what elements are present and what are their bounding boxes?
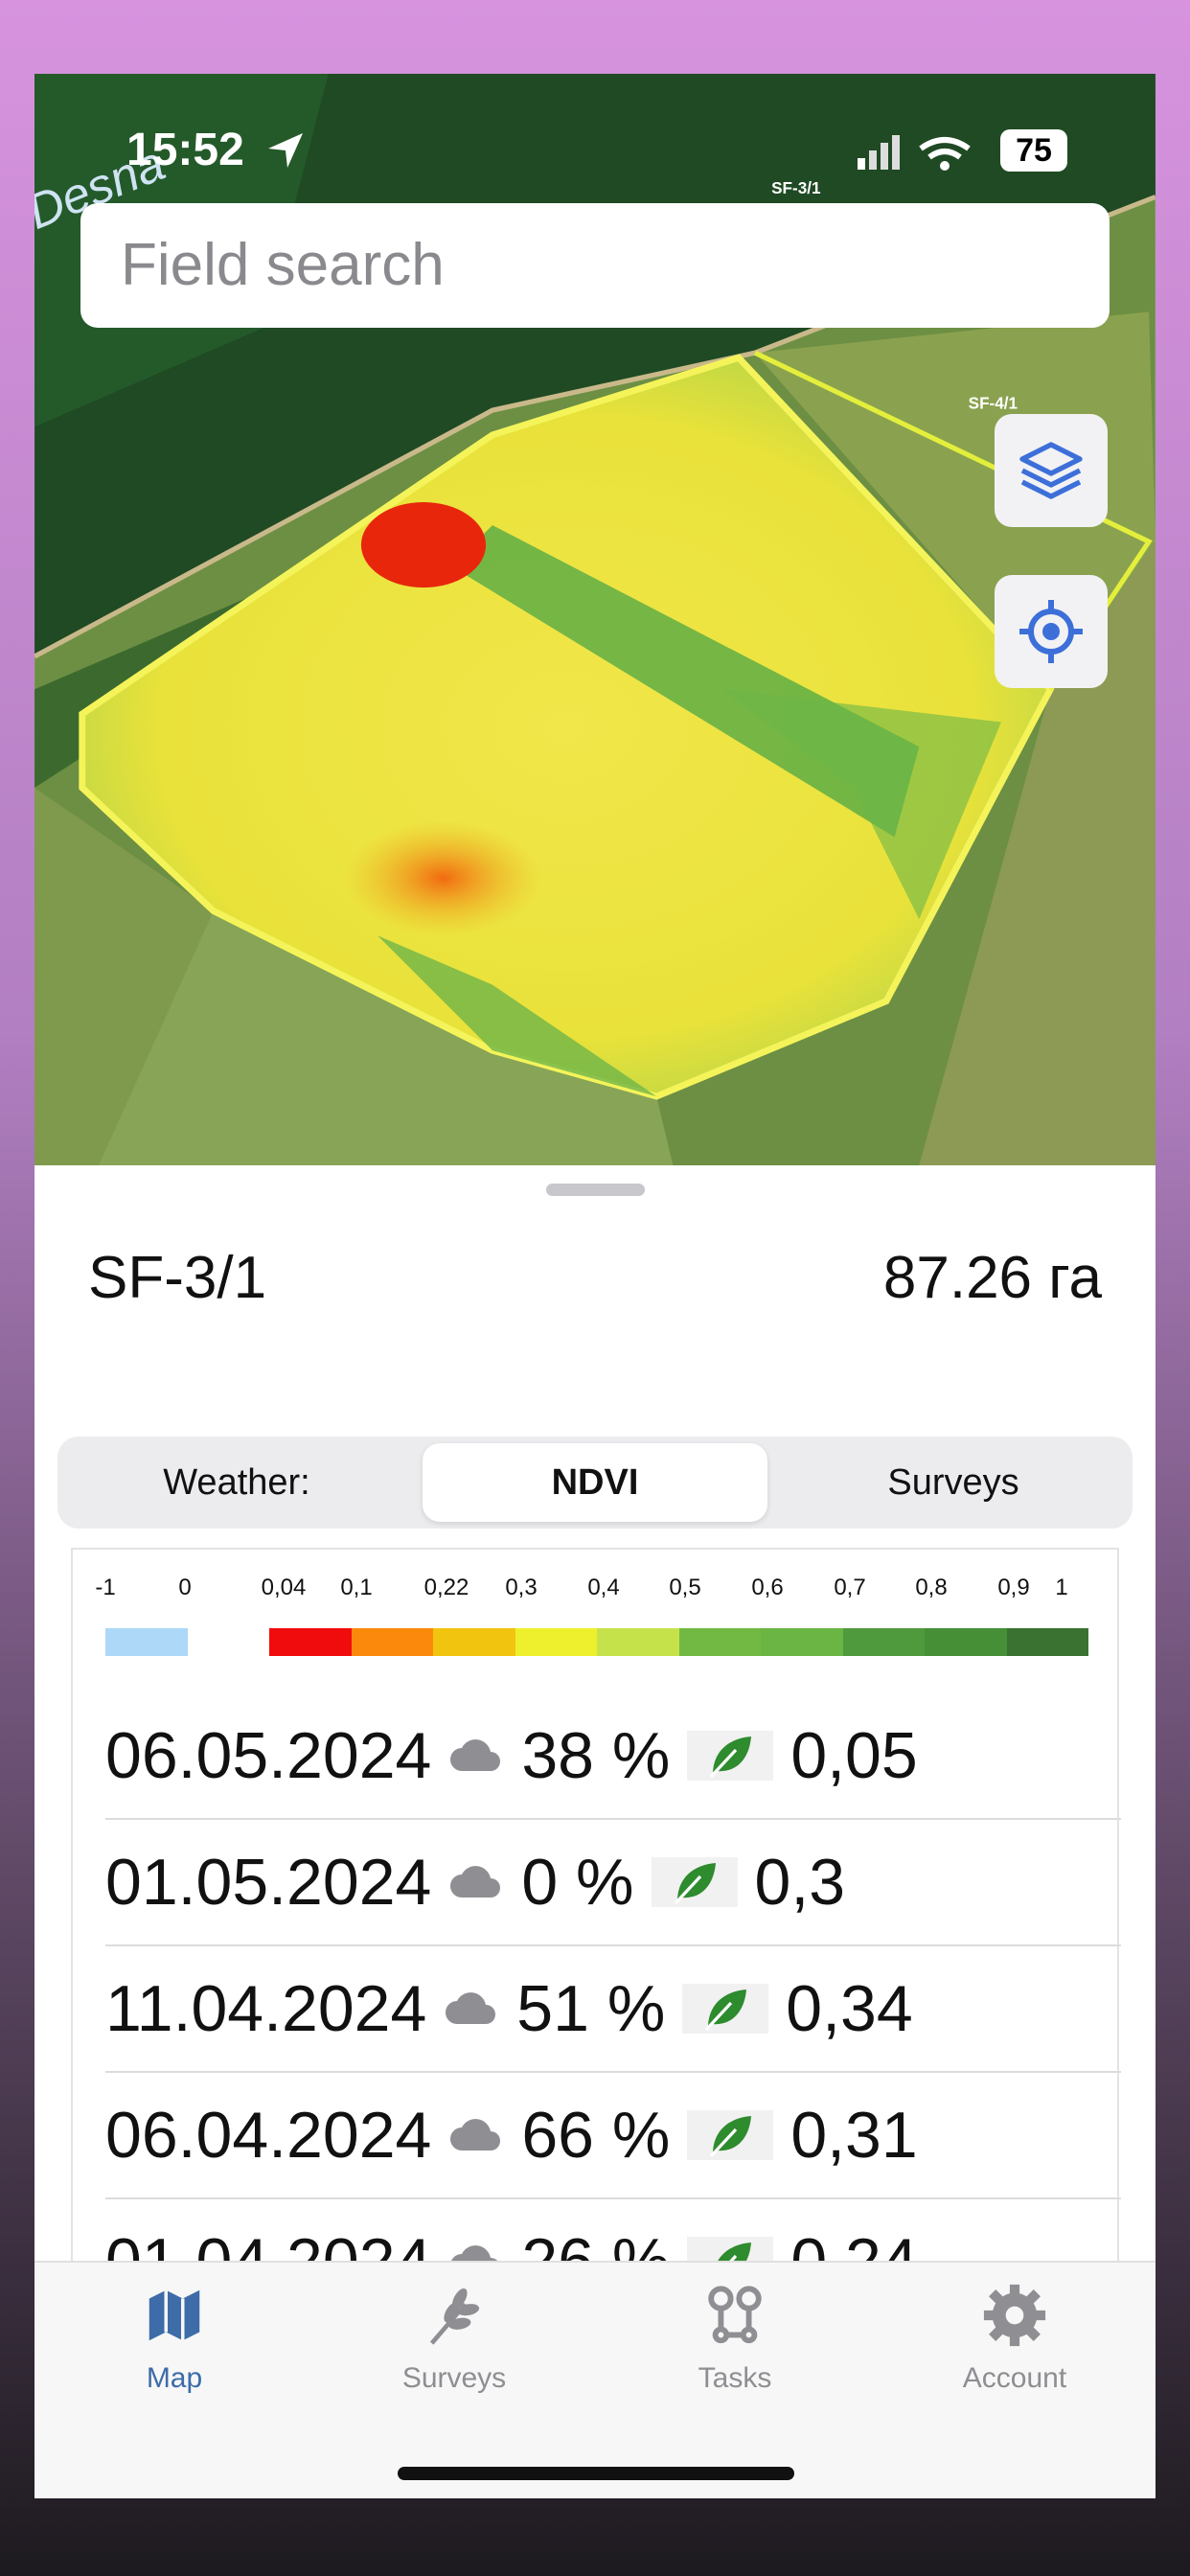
layers-icon (1019, 442, 1083, 499)
survey-date: 01.05.2024 (105, 1846, 432, 1919)
ndvi-row[interactable]: 01.05.2024 0 % 0,3 (105, 1820, 1121, 1946)
tab-bar-item[interactable]: Account (919, 2282, 1110, 2395)
legend-swatch (842, 1628, 925, 1656)
legend-label: 0 (178, 1575, 192, 1600)
legend-label: 0,5 (669, 1575, 701, 1600)
ndvi-value: 0,3 (754, 1846, 846, 1919)
field-name: SF-3/1 (88, 1245, 267, 1311)
field-map-label: SF-3/1 (771, 179, 821, 197)
legend-label: 0,8 (915, 1575, 948, 1600)
tab-icon (149, 2289, 200, 2341)
ndvi-value: 0,05 (790, 1719, 918, 1792)
status-time: 15:52 (126, 125, 244, 175)
layers-button[interactable] (995, 414, 1108, 527)
search-field[interactable]: Field search (80, 203, 1110, 328)
segmented-control: Weather: NDVI Surveys (57, 1437, 1133, 1529)
tab[interactable]: Surveys (887, 1462, 1019, 1503)
legend-swatch (433, 1628, 515, 1656)
ndvi-row[interactable]: 11.04.2024 51 % 0,34 (105, 1946, 1121, 2073)
locate-button[interactable] (995, 575, 1108, 688)
leaf-icon (674, 1863, 716, 1905)
field-area: 87.26 га (882, 1245, 1102, 1311)
legend-label: 0,04 (261, 1575, 307, 1600)
ndvi-value: 0,34 (786, 1972, 913, 2045)
cloud-icon (450, 2119, 501, 2150)
cloud-cover: 0 % (521, 1846, 634, 1919)
legend-label: 0,6 (751, 1575, 784, 1600)
tab-bar-label: Tasks (698, 2362, 772, 2394)
tab-icon (983, 2284, 1046, 2347)
tab-bar-item[interactable]: Map (79, 2282, 270, 2395)
legend-swatch (105, 1628, 188, 1656)
tab[interactable]: Weather: (163, 1462, 310, 1503)
leaf-icon (710, 1736, 752, 1779)
legend-swatch (351, 1628, 433, 1656)
legend-label: 0,4 (587, 1575, 620, 1600)
field-map-label: SF-4/1 (969, 394, 1018, 412)
cloud-cover: 66 % (521, 2099, 671, 2172)
tab-bar-item[interactable]: Surveys (358, 2282, 550, 2395)
sheet-handle[interactable] (546, 1184, 645, 1196)
ndvi-row[interactable]: 06.04.2024 66 % 0,31 (105, 2073, 1121, 2199)
tab[interactable]: NDVI (423, 1443, 767, 1522)
tab-bar-label: Map (146, 2362, 203, 2394)
legend-swatch (761, 1628, 843, 1656)
legend-swatch (269, 1628, 352, 1656)
survey-date: 06.05.2024 (105, 1719, 432, 1792)
leaf-box (687, 2110, 774, 2160)
legend-label: 0,22 (423, 1575, 469, 1600)
ndvi-value: 0,31 (790, 2099, 918, 2172)
cloud-cover: 38 % (521, 1719, 671, 1792)
tab-icon (429, 2288, 480, 2345)
tab-bar-item[interactable]: Tasks (639, 2282, 831, 2395)
tab-bar-label: Account (962, 2362, 1067, 2394)
cloud-cover: 51 % (516, 1972, 666, 2045)
tab-bar: Map Surveys Tasks Account (34, 2261, 1156, 2498)
battery: 75 (1000, 129, 1067, 172)
legend-label: 0,7 (834, 1575, 866, 1600)
leaf-icon (710, 2116, 752, 2158)
legend-label: 0,1 (340, 1575, 373, 1600)
survey-date: 11.04.2024 (105, 1972, 427, 2045)
legend-label: 0,3 (505, 1575, 538, 1600)
phone-screen: Desna SF-3/1 SF-4/1 15:52 75 Field searc… (34, 74, 1156, 2498)
legend-swatch (1006, 1628, 1088, 1656)
legend-swatch (515, 1628, 597, 1656)
locate-icon (1019, 600, 1083, 663)
legend-swatch (925, 1628, 1007, 1656)
ndvi-row[interactable]: 06.05.2024 38 % 0,05 (105, 1693, 1121, 1820)
tab-icon (708, 2286, 762, 2344)
tab-bar-label: Surveys (401, 2362, 507, 2394)
cloud-icon (450, 1866, 501, 1898)
leaf-icon (705, 1990, 747, 2032)
cloud-icon (446, 1992, 496, 2024)
legend-label: 0,9 (997, 1575, 1030, 1600)
location-arrow (268, 133, 303, 168)
leaf-box (651, 1857, 738, 1907)
legend-label: -1 (95, 1575, 116, 1600)
cloud-icon (450, 1739, 501, 1771)
leaf-box (687, 1731, 774, 1781)
signal-wifi (858, 135, 971, 171)
legend-swatch (597, 1628, 679, 1656)
legend-label: 1 (1055, 1575, 1068, 1600)
home-indicator (398, 2467, 794, 2480)
survey-date: 06.04.2024 (105, 2099, 432, 2172)
legend-swatch (678, 1628, 761, 1656)
leaf-box (682, 1984, 769, 2034)
